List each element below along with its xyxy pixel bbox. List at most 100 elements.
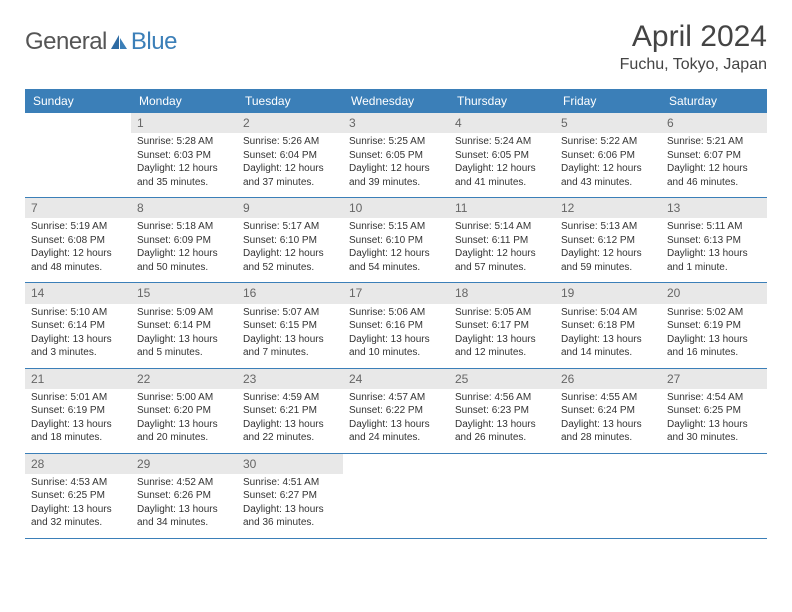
day-number: 26: [555, 369, 661, 389]
location: Fuchu, Tokyo, Japan: [620, 56, 767, 74]
sunrise-text: Sunrise: 5:09 AM: [137, 306, 231, 320]
daylight-text: and 39 minutes.: [349, 176, 443, 190]
sunset-text: Sunset: 6:04 PM: [243, 149, 337, 163]
daylight-text: Daylight: 13 hours: [561, 333, 655, 347]
calendar-day: 21Sunrise: 5:01 AMSunset: 6:19 PMDayligh…: [25, 369, 131, 453]
daylight-text: Daylight: 13 hours: [31, 503, 125, 517]
sunrise-text: Sunrise: 5:24 AM: [455, 135, 549, 149]
sunrise-text: Sunrise: 5:11 AM: [667, 220, 761, 234]
day-number: 3: [343, 113, 449, 133]
daylight-text: and 41 minutes.: [455, 176, 549, 190]
daylight-text: Daylight: 13 hours: [137, 333, 231, 347]
daylight-text: and 12 minutes.: [455, 346, 549, 360]
weekday-label: Tuesday: [237, 89, 343, 113]
daylight-text: and 24 minutes.: [349, 431, 443, 445]
day-number: 16: [237, 283, 343, 303]
daylight-text: and 50 minutes.: [137, 261, 231, 275]
daylight-text: Daylight: 12 hours: [455, 162, 549, 176]
daylight-text: Daylight: 12 hours: [349, 162, 443, 176]
day-number: 7: [25, 198, 131, 218]
day-number: 5: [555, 113, 661, 133]
daylight-text: Daylight: 12 hours: [667, 162, 761, 176]
sunrise-text: Sunrise: 5:14 AM: [455, 220, 549, 234]
calendar-day: 19Sunrise: 5:04 AMSunset: 6:18 PMDayligh…: [555, 283, 661, 367]
sunrise-text: Sunrise: 5:01 AM: [31, 391, 125, 405]
sunrise-text: Sunrise: 4:55 AM: [561, 391, 655, 405]
sunset-text: Sunset: 6:07 PM: [667, 149, 761, 163]
sunset-text: Sunset: 6:10 PM: [243, 234, 337, 248]
daylight-text: and 36 minutes.: [243, 516, 337, 530]
daylight-text: and 30 minutes.: [667, 431, 761, 445]
day-number: 18: [449, 283, 555, 303]
sunrise-text: Sunrise: 5:02 AM: [667, 306, 761, 320]
day-number: 12: [555, 198, 661, 218]
daylight-text: Daylight: 12 hours: [31, 247, 125, 261]
calendar-body: 1Sunrise: 5:28 AMSunset: 6:03 PMDaylight…: [25, 113, 767, 539]
sunrise-text: Sunrise: 5:15 AM: [349, 220, 443, 234]
sunrise-text: Sunrise: 5:28 AM: [137, 135, 231, 149]
calendar-week: 14Sunrise: 5:10 AMSunset: 6:14 PMDayligh…: [25, 283, 767, 368]
daylight-text: Daylight: 13 hours: [667, 333, 761, 347]
daylight-text: and 26 minutes.: [455, 431, 549, 445]
daylight-text: and 5 minutes.: [137, 346, 231, 360]
sunrise-text: Sunrise: 5:06 AM: [349, 306, 443, 320]
day-number: 28: [25, 454, 131, 474]
sunset-text: Sunset: 6:03 PM: [137, 149, 231, 163]
calendar-day: 17Sunrise: 5:06 AMSunset: 6:16 PMDayligh…: [343, 283, 449, 367]
sunset-text: Sunset: 6:14 PM: [137, 319, 231, 333]
sunset-text: Sunset: 6:15 PM: [243, 319, 337, 333]
weekday-label: Sunday: [25, 89, 131, 113]
sunrise-text: Sunrise: 5:19 AM: [31, 220, 125, 234]
calendar-day: [449, 454, 555, 538]
sunset-text: Sunset: 6:18 PM: [561, 319, 655, 333]
daylight-text: and 20 minutes.: [137, 431, 231, 445]
sunrise-text: Sunrise: 4:59 AM: [243, 391, 337, 405]
daylight-text: Daylight: 13 hours: [561, 418, 655, 432]
day-number: 15: [131, 283, 237, 303]
daylight-text: and 34 minutes.: [137, 516, 231, 530]
day-number: 24: [343, 369, 449, 389]
calendar-day: [25, 113, 131, 197]
calendar-header-row: Sunday Monday Tuesday Wednesday Thursday…: [25, 89, 767, 113]
daylight-text: and 7 minutes.: [243, 346, 337, 360]
calendar-day: 27Sunrise: 4:54 AMSunset: 6:25 PMDayligh…: [661, 369, 767, 453]
daylight-text: Daylight: 13 hours: [243, 418, 337, 432]
calendar-day: [343, 454, 449, 538]
day-number: 22: [131, 369, 237, 389]
daylight-text: Daylight: 12 hours: [561, 247, 655, 261]
calendar-day: 4Sunrise: 5:24 AMSunset: 6:05 PMDaylight…: [449, 113, 555, 197]
sunrise-text: Sunrise: 5:05 AM: [455, 306, 549, 320]
sunrise-text: Sunrise: 5:21 AM: [667, 135, 761, 149]
sunrise-text: Sunrise: 4:57 AM: [349, 391, 443, 405]
weekday-label: Saturday: [661, 89, 767, 113]
calendar-day: 13Sunrise: 5:11 AMSunset: 6:13 PMDayligh…: [661, 198, 767, 282]
sunset-text: Sunset: 6:13 PM: [667, 234, 761, 248]
daylight-text: and 57 minutes.: [455, 261, 549, 275]
daylight-text: Daylight: 12 hours: [561, 162, 655, 176]
sunrise-text: Sunrise: 5:18 AM: [137, 220, 231, 234]
calendar-day: 7 Sunrise: 5:19 AMSunset: 6:08 PMDaylight…: [25, 198, 131, 282]
day-number: 13: [661, 198, 767, 218]
calendar-day: 8Sunrise: 5:18 AMSunset: 6:09 PMDaylight…: [131, 198, 237, 282]
calendar-week: 28Sunrise: 4:53 AMSunset: 6:25 PMDayligh…: [25, 454, 767, 539]
calendar-day: 29Sunrise: 4:52 AMSunset: 6:26 PMDayligh…: [131, 454, 237, 538]
sunset-text: Sunset: 6:08 PM: [31, 234, 125, 248]
day-number: 20: [661, 283, 767, 303]
day-number: 21: [25, 369, 131, 389]
daylight-text: Daylight: 12 hours: [455, 247, 549, 261]
weekday-label: Friday: [555, 89, 661, 113]
calendar-day: 1Sunrise: 5:28 AMSunset: 6:03 PMDaylight…: [131, 113, 237, 197]
calendar-day: 12Sunrise: 5:13 AMSunset: 6:12 PMDayligh…: [555, 198, 661, 282]
daylight-text: Daylight: 13 hours: [137, 503, 231, 517]
daylight-text: Daylight: 13 hours: [31, 418, 125, 432]
daylight-text: Daylight: 12 hours: [137, 162, 231, 176]
sunrise-text: Sunrise: 5:26 AM: [243, 135, 337, 149]
sunrise-text: Sunrise: 5:17 AM: [243, 220, 337, 234]
sunset-text: Sunset: 6:25 PM: [31, 489, 125, 503]
daylight-text: Daylight: 13 hours: [243, 503, 337, 517]
sunrise-text: Sunrise: 5:25 AM: [349, 135, 443, 149]
sunset-text: Sunset: 6:22 PM: [349, 404, 443, 418]
daylight-text: and 16 minutes.: [667, 346, 761, 360]
calendar-day: 28Sunrise: 4:53 AMSunset: 6:25 PMDayligh…: [25, 454, 131, 538]
weekday-label: Monday: [131, 89, 237, 113]
